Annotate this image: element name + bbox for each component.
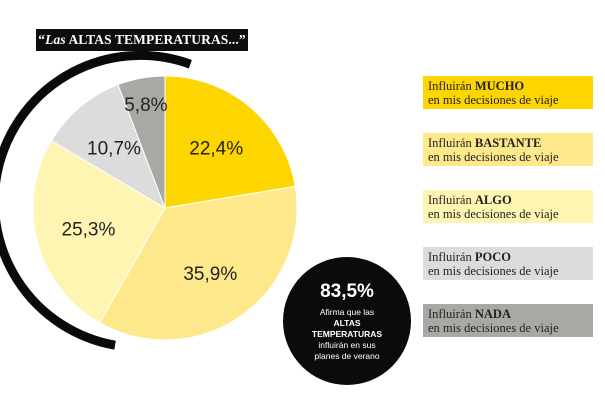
pie-slice-bastante — [98, 185, 298, 341]
pie-label-poco: 10,7% — [87, 138, 141, 159]
callout-value: 83,5% — [320, 281, 374, 302]
pie-label-mucho: 22,4% — [189, 139, 243, 160]
chart-title: “Las ALTAS TEMPERATURAS...” — [36, 29, 248, 51]
decorative-ring — [0, 50, 192, 350]
pie-slice-poco — [50, 84, 166, 210]
pie-slice-mucho — [164, 75, 296, 209]
pie-label-nada: 5,8% — [124, 95, 167, 116]
pie-label-algo: 25,3% — [62, 219, 116, 240]
legend-item-bastante: Influirán BASTANTE en mis decisiones de v… — [423, 133, 593, 166]
callout-text: Afirma que las ALTAS TEMPERATURAS influi… — [311, 307, 383, 361]
legend-item-algo: Influirán ALGO en mis decisiones de viaje — [423, 190, 593, 223]
legend-item-mucho: Influirán MUCHO en mis decisiones de viaj… — [423, 76, 593, 109]
legend-item-poco: Influirán POCO en mis decisiones de viaje — [423, 247, 593, 280]
callout-circle: 83,5% Afirma que las ALTAS TEMPERATURAS … — [283, 257, 411, 385]
legend-item-nada: Influirán NADA en mis decisiones de viaje — [423, 304, 593, 337]
pie-slice-nada — [117, 75, 166, 209]
pie-label-bastante: 35,9% — [183, 264, 237, 285]
pie-slice-algo — [32, 140, 166, 324]
